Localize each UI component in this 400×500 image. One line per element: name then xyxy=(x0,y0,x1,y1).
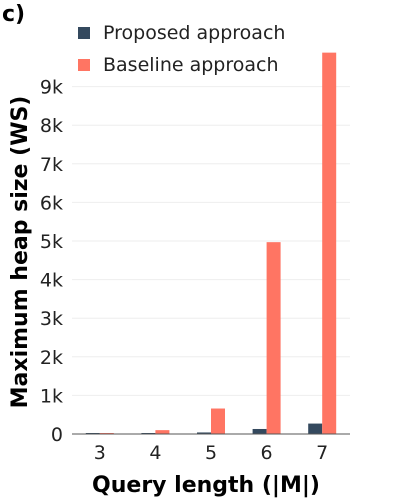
x-tick-label: 3 xyxy=(94,442,106,464)
x-tick-label: 6 xyxy=(261,442,273,464)
y-tick-label: 1k xyxy=(40,385,63,407)
x-tick-label: 5 xyxy=(205,442,217,464)
legend: Proposed approach Baseline approach xyxy=(78,22,285,76)
y-tick-label: 4k xyxy=(40,270,63,292)
y-tick-label: 2k xyxy=(40,347,63,369)
bar-baseline-7 xyxy=(322,52,337,435)
bar-baseline-5 xyxy=(211,408,225,434)
bar-proposed-7 xyxy=(308,423,323,434)
y-tick-label: 0 xyxy=(51,424,63,446)
y-tick-label: 5k xyxy=(40,231,63,253)
bar-baseline-4 xyxy=(155,430,170,434)
legend-label: Proposed approach xyxy=(103,22,285,44)
x-tick-label: 7 xyxy=(316,442,328,464)
bar-proposed-5 xyxy=(197,432,211,434)
panel-label: c) xyxy=(2,2,26,27)
bars xyxy=(85,52,337,435)
y-tick-label: 7k xyxy=(40,154,63,176)
gridlines xyxy=(72,86,350,396)
y-axis-title: Maximum heap size (WS) xyxy=(8,96,33,409)
x-axis-title: Query length (|M|) xyxy=(92,473,320,498)
x-tick-labels: 3 4 5 6 7 xyxy=(94,442,328,464)
y-tick-label: 6k xyxy=(40,192,63,214)
y-tick-label: 8k xyxy=(40,115,63,137)
legend-swatch xyxy=(78,27,90,39)
legend-swatch xyxy=(78,59,90,71)
y-tick-labels: 0 1k 2k 3k 4k 5k 6k 7k 8k 9k xyxy=(40,77,63,446)
y-tick-label: 9k xyxy=(40,77,63,99)
y-tick-label: 3k xyxy=(40,308,63,330)
bar-baseline-6 xyxy=(266,242,281,434)
legend-label: Baseline approach xyxy=(103,54,279,76)
x-tick-label: 4 xyxy=(149,442,161,464)
bar-proposed-6 xyxy=(252,428,267,434)
